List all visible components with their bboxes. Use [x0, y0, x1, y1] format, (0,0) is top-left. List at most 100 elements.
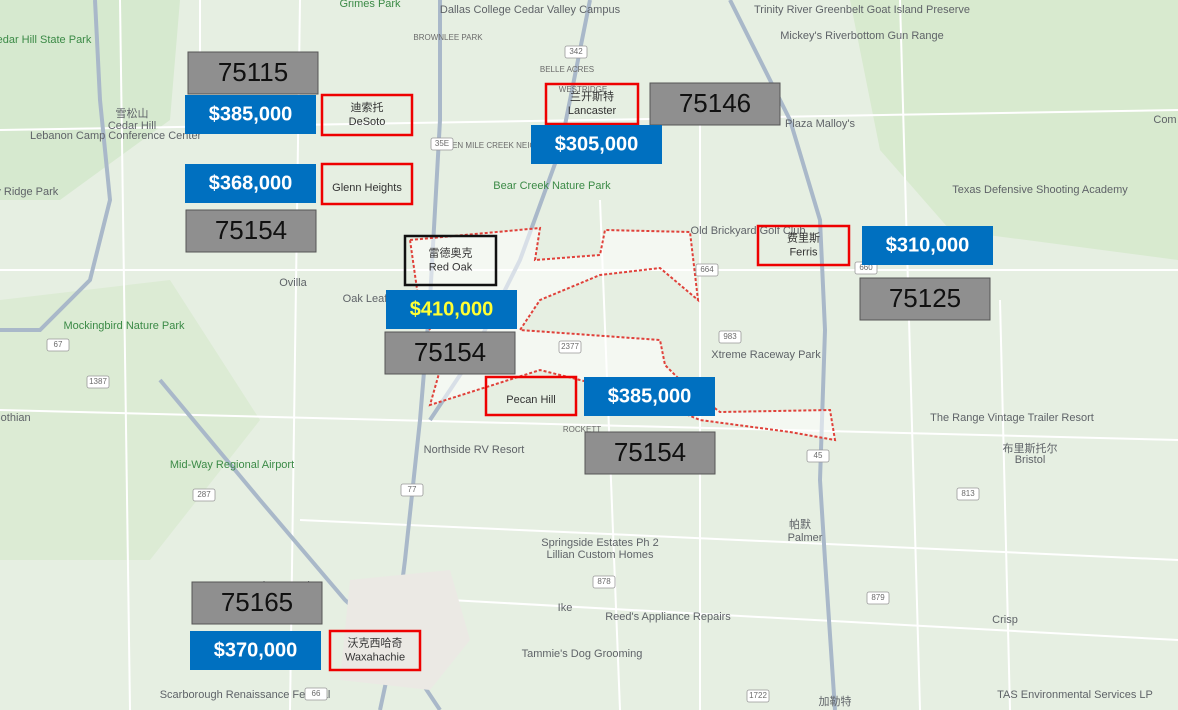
price-label: $410,000 [410, 298, 493, 320]
road-label: 1387 [89, 377, 107, 386]
price-box [185, 95, 316, 134]
price-box [386, 290, 517, 329]
place-box [756, 224, 851, 267]
road-shield [718, 330, 742, 344]
zip-box [185, 209, 317, 253]
price-box [584, 377, 715, 416]
place-box [484, 375, 578, 417]
road-shield [956, 487, 980, 501]
road-shield [564, 45, 588, 59]
place-name: Ferris [789, 246, 818, 258]
map-label: Cedar Hill State Park [0, 34, 92, 46]
road-shield [46, 338, 70, 352]
place-box [544, 82, 640, 126]
map-label: BROWNLEE PARK [413, 33, 483, 42]
map-label: Reed's Appliance Repairs [605, 611, 731, 623]
price-label: $370,000 [214, 639, 297, 661]
map-label: Trinity River Greenbelt Goat Island Pres… [754, 4, 970, 16]
road-label: 45 [814, 451, 823, 460]
price-box [185, 164, 316, 203]
map-label: 加勒特 [819, 694, 852, 708]
place-name: Lancaster [568, 105, 617, 117]
map-label: Cedar Hill [108, 120, 156, 132]
road-label: 67 [54, 340, 63, 349]
zip-label: 75125 [889, 283, 961, 313]
road-shield [400, 483, 424, 497]
map-label: Ike [558, 602, 573, 614]
price-label: $310,000 [886, 234, 969, 256]
place-name-zh: 迪索托 [351, 100, 384, 114]
price-label: $368,000 [209, 172, 292, 194]
map-label: Northside RV Resort [424, 444, 525, 456]
price-label: $385,000 [209, 103, 292, 125]
road-shield [806, 449, 830, 463]
map-label: Com [1153, 114, 1176, 126]
road-label: 983 [723, 332, 737, 341]
map-label: Palmer [788, 532, 823, 544]
price-label: $385,000 [608, 385, 691, 407]
map-label: Oak Leaf [343, 293, 389, 305]
place-box [320, 93, 414, 137]
map-label: TAS Environmental Services LP [997, 689, 1153, 701]
road-shield [304, 687, 328, 701]
place-name: Pecan Hill [506, 394, 556, 406]
map-label: Old Brickyard Golf Club [691, 225, 806, 237]
road-shield [430, 137, 454, 151]
place-name: DeSoto [349, 116, 386, 128]
map-label: ROCKETT [563, 425, 601, 434]
place-box [403, 234, 498, 287]
road-label: 2377 [561, 342, 579, 351]
map-label: 帕默 [789, 517, 811, 531]
map-label: Mid-Way Regional Airport [170, 459, 294, 471]
price-box [862, 226, 993, 265]
price-box [190, 631, 321, 670]
road-shield [86, 375, 110, 389]
map-label: Bothian [0, 412, 31, 424]
map-label: Springside Estates Ph 2 [541, 537, 658, 549]
road-shield [558, 340, 582, 354]
map-label: Bear Creek Nature Park [493, 180, 611, 192]
road-label: 66 [312, 689, 321, 698]
road-shield [192, 488, 216, 502]
road-label: 660 [859, 263, 873, 272]
road-label: 879 [871, 593, 885, 602]
road-label: 878 [597, 577, 611, 586]
map-label: Tammie's Dog Grooming [522, 648, 643, 660]
zip-label: 75165 [221, 587, 293, 617]
zip-box [187, 51, 319, 95]
map-label: Texas Defensive Shooting Academy [952, 184, 1128, 196]
zip-label: 75146 [679, 88, 751, 118]
road-shield [866, 591, 890, 605]
road-label: 35E [435, 139, 449, 148]
map-label: Valley Ridge Park [0, 186, 59, 198]
zip-box [584, 431, 716, 475]
price-label: $305,000 [555, 133, 638, 155]
map-label: Ovilla [279, 277, 307, 289]
road-label: 813 [961, 489, 975, 498]
zip-label: 75115 [218, 57, 288, 87]
zip-box [191, 581, 323, 625]
road-shield [592, 575, 616, 589]
map-label: Lillian Custom Homes [547, 549, 654, 561]
road-label: 664 [700, 265, 714, 274]
road-shield [695, 263, 719, 277]
place-box [328, 629, 422, 672]
road-label: 1722 [749, 691, 767, 700]
map-label: Plaza Malloy's [785, 118, 855, 130]
zip-label: 75154 [414, 337, 486, 367]
road-label: 77 [408, 485, 417, 494]
price-box [531, 125, 662, 164]
map-label: 布里斯托尔 [1003, 441, 1058, 455]
place-name: Red Oak [429, 261, 473, 273]
zip-label: 75154 [215, 215, 287, 245]
park-area [850, 0, 1178, 260]
place-name: Waxahachie [345, 651, 405, 663]
map-label: 雪松山 [116, 106, 149, 120]
road-shield [746, 689, 770, 703]
place-name: Glenn Heights [332, 182, 402, 194]
map-label: The Range Vintage Trailer Resort [930, 412, 1094, 424]
place-box [320, 162, 414, 206]
zip-box [649, 82, 781, 126]
